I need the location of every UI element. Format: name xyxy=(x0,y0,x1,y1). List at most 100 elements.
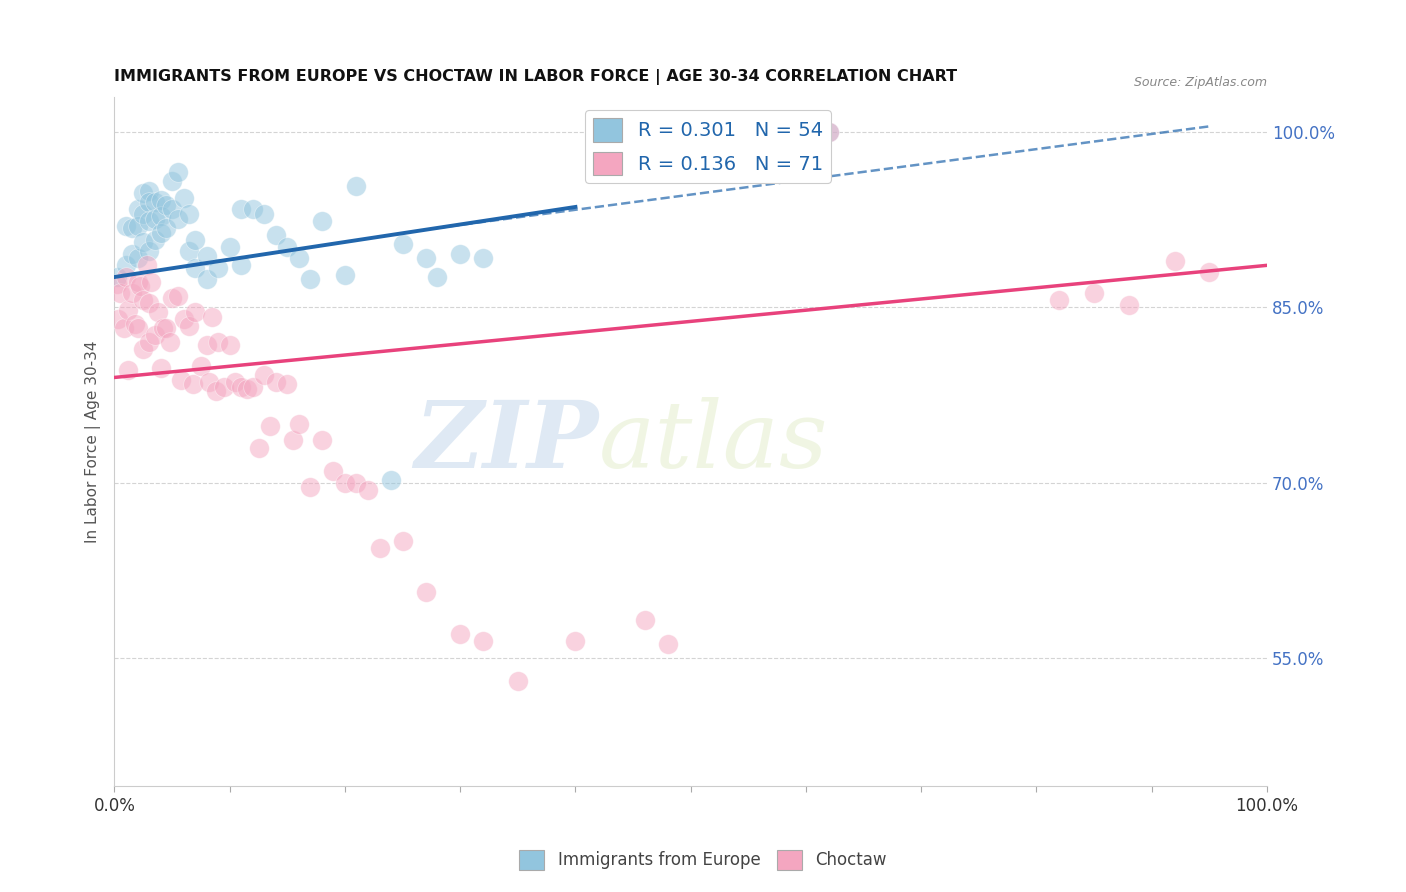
Text: atlas: atlas xyxy=(599,397,828,487)
Point xyxy=(179,244,201,259)
Point xyxy=(152,321,174,335)
Point xyxy=(218,240,240,254)
Point xyxy=(276,240,298,254)
Point xyxy=(170,373,193,387)
Point xyxy=(259,419,281,434)
Point xyxy=(115,219,138,233)
Point xyxy=(449,246,471,260)
Point xyxy=(195,272,218,286)
Point xyxy=(333,475,356,490)
Point xyxy=(184,233,207,247)
Point xyxy=(276,377,298,392)
Text: IMMIGRANTS FROM EUROPE VS CHOCTAW IN LABOR FORCE | AGE 30-34 CORRELATION CHART: IMMIGRANTS FROM EUROPE VS CHOCTAW IN LAB… xyxy=(114,69,957,85)
Point xyxy=(322,464,344,478)
Point xyxy=(415,585,437,599)
Point xyxy=(117,363,139,377)
Point xyxy=(115,258,138,272)
Point xyxy=(105,270,128,285)
Point xyxy=(149,193,172,207)
Point xyxy=(127,202,149,217)
Point xyxy=(281,434,304,448)
Point xyxy=(112,321,135,335)
Point xyxy=(167,211,190,226)
Point xyxy=(264,375,287,389)
Point xyxy=(138,244,160,259)
Point xyxy=(143,233,166,247)
Point xyxy=(1049,293,1071,308)
Point xyxy=(247,441,270,455)
Point xyxy=(121,246,143,260)
Point xyxy=(346,475,368,490)
Point xyxy=(231,258,253,272)
Point xyxy=(205,384,228,399)
Point xyxy=(506,674,529,689)
Point xyxy=(426,270,449,285)
Point xyxy=(173,191,195,205)
Legend: R = 0.301   N = 54, R = 0.136   N = 71: R = 0.301 N = 54, R = 0.136 N = 71 xyxy=(585,111,831,183)
Point xyxy=(132,186,155,200)
Y-axis label: In Labor Force | Age 30-34: In Labor Force | Age 30-34 xyxy=(86,341,101,543)
Point xyxy=(148,305,170,319)
Point xyxy=(633,613,655,627)
Point xyxy=(201,310,224,324)
Point xyxy=(167,165,190,179)
Point xyxy=(138,295,160,310)
Point xyxy=(231,202,253,217)
Point xyxy=(135,258,157,272)
Point xyxy=(184,260,207,275)
Point xyxy=(207,335,229,350)
Point xyxy=(159,335,181,350)
Point xyxy=(124,317,146,331)
Point xyxy=(143,195,166,210)
Point xyxy=(253,368,276,383)
Text: Source: ZipAtlas.com: Source: ZipAtlas.com xyxy=(1133,76,1267,89)
Point xyxy=(449,627,471,641)
Point xyxy=(299,272,322,286)
Point xyxy=(115,270,138,285)
Point xyxy=(311,214,333,228)
Point xyxy=(253,207,276,221)
Point xyxy=(391,237,413,252)
Point xyxy=(143,328,166,343)
Point xyxy=(818,125,841,139)
Point xyxy=(179,207,201,221)
Point xyxy=(1118,298,1140,312)
Point xyxy=(155,321,177,335)
Point xyxy=(207,260,229,275)
Point xyxy=(149,361,172,376)
Point xyxy=(184,305,207,319)
Point xyxy=(236,382,259,396)
Point xyxy=(143,211,166,226)
Point xyxy=(149,226,172,240)
Point xyxy=(127,321,149,335)
Point xyxy=(107,312,129,326)
Point xyxy=(368,541,391,555)
Point xyxy=(110,286,132,301)
Point xyxy=(818,125,841,139)
Point xyxy=(160,174,183,188)
Point xyxy=(141,275,163,289)
Point xyxy=(346,178,368,193)
Point xyxy=(132,343,155,357)
Point xyxy=(179,319,201,334)
Point xyxy=(311,434,333,448)
Point xyxy=(218,337,240,351)
Point xyxy=(167,289,190,303)
Point xyxy=(181,377,204,392)
Text: ZIP: ZIP xyxy=(415,397,599,487)
Point xyxy=(288,252,311,266)
Point xyxy=(160,291,183,305)
Point xyxy=(357,483,380,497)
Point xyxy=(472,252,495,266)
Point xyxy=(264,227,287,242)
Point xyxy=(127,219,149,233)
Point xyxy=(391,533,413,548)
Point xyxy=(138,335,160,350)
Point xyxy=(242,380,264,394)
Point xyxy=(121,221,143,235)
Point xyxy=(160,202,183,217)
Point xyxy=(1083,286,1105,301)
Point xyxy=(127,275,149,289)
Point xyxy=(128,279,150,293)
Point xyxy=(155,197,177,211)
